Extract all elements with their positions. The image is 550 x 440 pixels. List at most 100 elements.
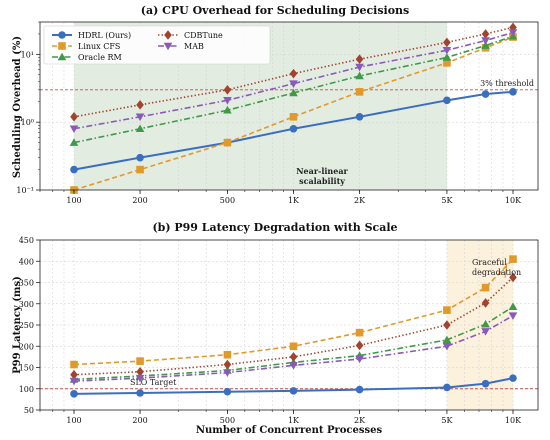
data-point: [135, 113, 145, 122]
y-tick-label: 100: [19, 385, 34, 394]
panel-b: (b) P99 Latency Degradation with Scale P…: [12, 221, 539, 436]
x-tick-label: 1K: [288, 416, 300, 425]
x-tick-label: 100: [66, 196, 81, 205]
data-point: [223, 350, 232, 359]
data-point: [223, 105, 232, 114]
data-point: [289, 80, 298, 88]
series-line: [73, 36, 514, 191]
data-point: [355, 63, 364, 72]
x-tick-label: 100: [66, 416, 81, 425]
data-point: [70, 360, 78, 369]
annotation-line2: degradation: [472, 268, 521, 277]
panel-b-title: (b) P99 Latency Degradation with Scale: [152, 221, 397, 234]
data-point: [223, 97, 232, 105]
annotation-line1: Near-linear: [296, 166, 348, 176]
annotation-line2: scalability: [299, 176, 345, 186]
data-point: [442, 342, 452, 351]
y-tick-label: 200: [19, 342, 34, 351]
data-point: [70, 112, 78, 122]
data-point: [509, 255, 517, 263]
series-line: [73, 31, 514, 130]
x-tick-label: 5K: [441, 416, 453, 425]
data-point: [355, 328, 364, 337]
legend-label: CDBTune: [184, 31, 223, 40]
series-line: [73, 258, 514, 366]
x-tick-label: 2K: [354, 416, 366, 425]
series-line: [73, 306, 514, 381]
panel-b-plot: 100 200 500 1K 2K 5K 10K 50 100 150 200 250 300 350 40…: [19, 236, 539, 425]
data-point: [355, 340, 364, 351]
panel-a: (a) CPU Overhead for Scheduling Decision…: [12, 4, 539, 205]
legend-label: MAB: [184, 42, 204, 51]
data-point: [442, 53, 452, 61]
data-point: [69, 377, 79, 386]
data-point: [289, 124, 298, 133]
data-point: [69, 138, 79, 146]
panel-b-xlabel: Number of Concurrent Processes: [196, 425, 383, 436]
y-tick-label: 400: [19, 257, 34, 266]
data-point: [481, 319, 490, 328]
data-point: [135, 124, 145, 133]
x-tick-label: 200: [132, 416, 147, 425]
data-point: [289, 88, 298, 97]
data-point: [443, 306, 451, 314]
data-point: [442, 46, 452, 55]
data-point: [508, 302, 518, 311]
series-line: [73, 276, 514, 376]
data-point: [223, 369, 232, 377]
data-point: [289, 113, 298, 121]
legend-label: HDRL (Ours): [78, 31, 131, 40]
data-point: [509, 374, 517, 382]
data-point: [223, 138, 232, 147]
x-tick-label: 2K: [354, 196, 366, 205]
data-point: [443, 383, 451, 392]
data-point: [136, 165, 144, 174]
y-tick-label: 50: [24, 406, 34, 415]
legend-marker: [58, 31, 66, 39]
series-line: [73, 314, 514, 382]
panel-b-ylabel: P99 Latency (ms): [12, 276, 23, 374]
panel-a-legend: HDRL (Ours) Linux CFS Oracle RM CDBTune MAB: [43, 25, 271, 65]
y-tick-label: 300: [19, 300, 34, 309]
x-tick-label: 10K: [505, 196, 522, 205]
legend-items: HDRL (Ours) Linux CFS Oracle RM CDBTune MAB: [52, 30, 223, 62]
data-point: [136, 389, 144, 397]
x-tick-label: 5K: [441, 196, 453, 205]
x-tick-label: 200: [132, 196, 147, 205]
series-line: [73, 35, 514, 144]
data-point: [289, 342, 298, 351]
legend-marker: [164, 30, 172, 40]
panel-a-title: (a) CPU Overhead for Scheduling Decision…: [141, 4, 409, 17]
data-point: [481, 37, 490, 45]
data-point: [481, 29, 490, 39]
legend-marker: [163, 42, 173, 51]
y-tick-label: 350: [19, 279, 34, 288]
data-point: [355, 355, 364, 364]
panel-a-ylabel: Scheduling Overhead (%): [12, 36, 23, 178]
data-point: [136, 100, 144, 110]
threshold-label: 3% threshold: [480, 79, 534, 88]
data-point: [509, 272, 517, 283]
x-tick-label: 10K: [505, 416, 522, 425]
y-tick-label: 250: [19, 321, 34, 330]
y-tick-label: 10⁰: [21, 118, 34, 127]
data-point: [136, 366, 144, 377]
data-point: [355, 88, 364, 96]
legend-box: [43, 25, 271, 65]
data-point: [443, 37, 451, 48]
data-point: [355, 71, 364, 80]
data-point: [355, 385, 364, 394]
data-point: [289, 68, 298, 79]
legend-marker: [58, 42, 66, 50]
annotation-arrow: [504, 263, 508, 279]
annotation-line1: Graceful: [472, 258, 507, 267]
data-point: [289, 387, 298, 395]
plot-frame: [39, 21, 539, 191]
data-point: [70, 369, 78, 380]
series-line: [73, 90, 514, 171]
y-tick-label: 10¹: [21, 50, 34, 59]
data-point: [69, 125, 79, 134]
series-line: [73, 377, 514, 395]
legend-label: Oracle RM: [78, 53, 122, 62]
